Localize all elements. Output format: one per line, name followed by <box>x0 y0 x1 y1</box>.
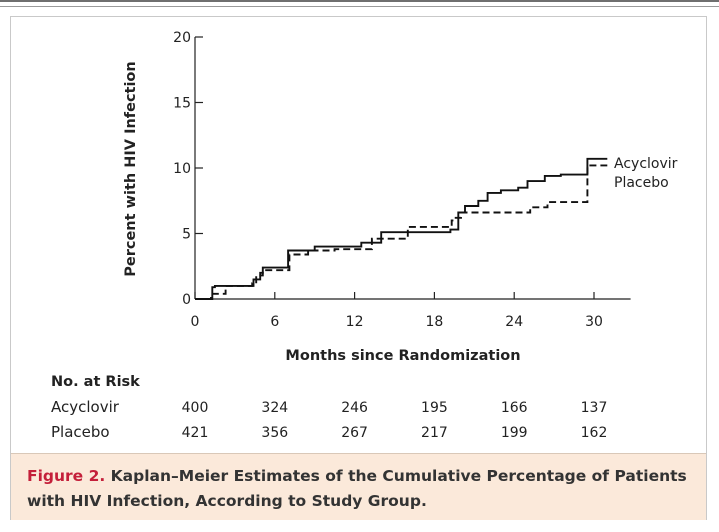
x-tick-label-12: 12 <box>346 314 364 330</box>
series-lines <box>195 157 608 300</box>
at-risk-value: 217 <box>421 425 448 441</box>
series-label-acyclovir: Acyclovir <box>614 156 678 172</box>
y-tick-label-20: 20 <box>173 30 191 46</box>
series-line-acyclovir <box>195 157 608 300</box>
x-axis-title: Months since Randomization <box>285 348 520 364</box>
figure-number: Figure 2. <box>27 467 106 485</box>
x-tick-label-18: 18 <box>425 314 443 330</box>
top-rule-thin <box>0 6 719 7</box>
at-risk-value: 267 <box>341 425 368 441</box>
series-label-placebo: Placebo <box>614 175 669 191</box>
y-tick-label-10: 10 <box>173 161 191 177</box>
at-risk-label-acyclovir: Acyclovir <box>51 398 120 416</box>
at-risk-value: 324 <box>261 400 288 416</box>
y-axis-title: Percent with HIV Infection <box>123 61 139 276</box>
at-risk-title: No. at Risk <box>51 374 140 390</box>
top-rule <box>0 0 719 2</box>
at-risk-value: 195 <box>421 400 448 416</box>
x-tick-label-24: 24 <box>505 314 523 330</box>
series-line-placebo <box>195 164 608 300</box>
at-risk-value: 162 <box>581 425 608 441</box>
kaplan-meier-chart: 0 5 10 15 20 0 6 12 18 24 30 Months since Randomiza… <box>51 30 678 441</box>
at-risk-value: 166 <box>501 400 528 416</box>
y-tick-label-0: 0 <box>182 292 191 308</box>
figure-frame: 0 5 10 15 20 0 6 12 18 24 30 Months since Randomiza… <box>10 16 707 520</box>
y-tick-label-5: 5 <box>182 227 191 243</box>
axes: 0 5 10 15 20 0 6 12 18 24 30 Months since Randomiza… <box>123 30 631 364</box>
at-risk-value: 421 <box>182 425 209 441</box>
at-risk-value: 356 <box>261 425 288 441</box>
at-risk-value: 137 <box>581 400 608 416</box>
figure-caption: Figure 2. Kaplan–Meier Estimates of the … <box>27 464 697 514</box>
x-tick-label-0: 0 <box>191 314 200 330</box>
at-risk-value: 199 <box>501 425 528 441</box>
at-risk-value: 246 <box>341 400 368 416</box>
caption-box: Figure 2. Kaplan–Meier Estimates of the … <box>11 453 706 520</box>
x-tick-label-30: 30 <box>585 314 603 330</box>
figure-caption-text: Kaplan–Meier Estimates of the Cumulative… <box>27 467 687 510</box>
at-risk-table: No. at Risk Acyclovir 400 324 246 195 166 137 Pl… <box>51 374 607 441</box>
at-risk-value: 400 <box>182 400 209 416</box>
x-tick-label-6: 6 <box>270 314 279 330</box>
series-labels: Acyclovir Placebo <box>614 156 678 191</box>
y-tick-label-15: 15 <box>173 96 191 112</box>
at-risk-label-placebo: Placebo <box>51 423 110 441</box>
